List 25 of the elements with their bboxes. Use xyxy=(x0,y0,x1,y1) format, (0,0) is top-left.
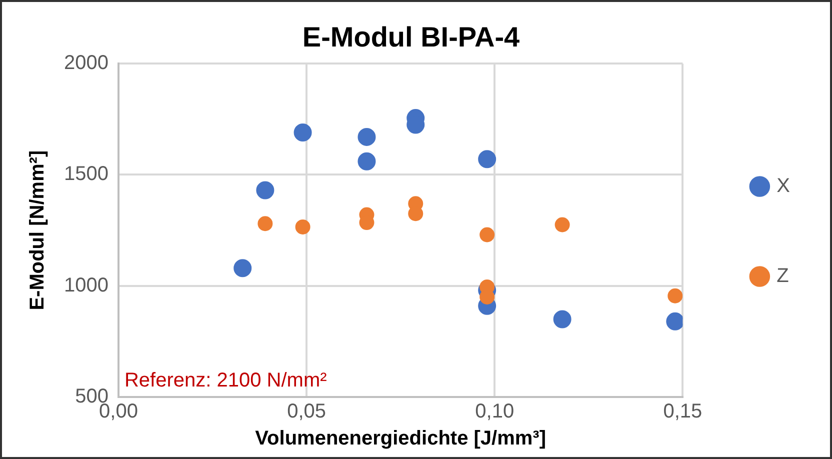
chart-title: E-Modul BI-PA-4 xyxy=(302,22,520,53)
point xyxy=(358,128,376,146)
x-tick-label: 0,10 xyxy=(475,400,514,423)
x-tick-label: 0,05 xyxy=(287,400,326,423)
point xyxy=(668,288,683,304)
annotation: Referenz: 2100 N/mm² xyxy=(124,370,328,392)
y-tick-label: 1500 xyxy=(64,163,108,186)
point xyxy=(666,312,683,330)
point xyxy=(358,152,376,170)
point xyxy=(234,259,252,278)
point xyxy=(256,181,274,200)
point xyxy=(295,219,310,234)
y-axis-title: E-Modul [N/mm²] xyxy=(26,150,49,310)
legend-label: Z xyxy=(776,265,789,288)
x-axis-title: Volumenenergiedichte [J/mm³] xyxy=(255,428,546,450)
point xyxy=(258,216,273,232)
point xyxy=(294,124,312,142)
y-tick-label: 2000 xyxy=(64,52,108,74)
point xyxy=(480,227,495,242)
legend-label: X xyxy=(776,175,790,198)
x-tick-label: 0,15 xyxy=(663,400,702,423)
point xyxy=(553,310,572,328)
point xyxy=(554,217,570,232)
y-tick-label: 1000 xyxy=(64,274,108,296)
point xyxy=(478,150,496,168)
